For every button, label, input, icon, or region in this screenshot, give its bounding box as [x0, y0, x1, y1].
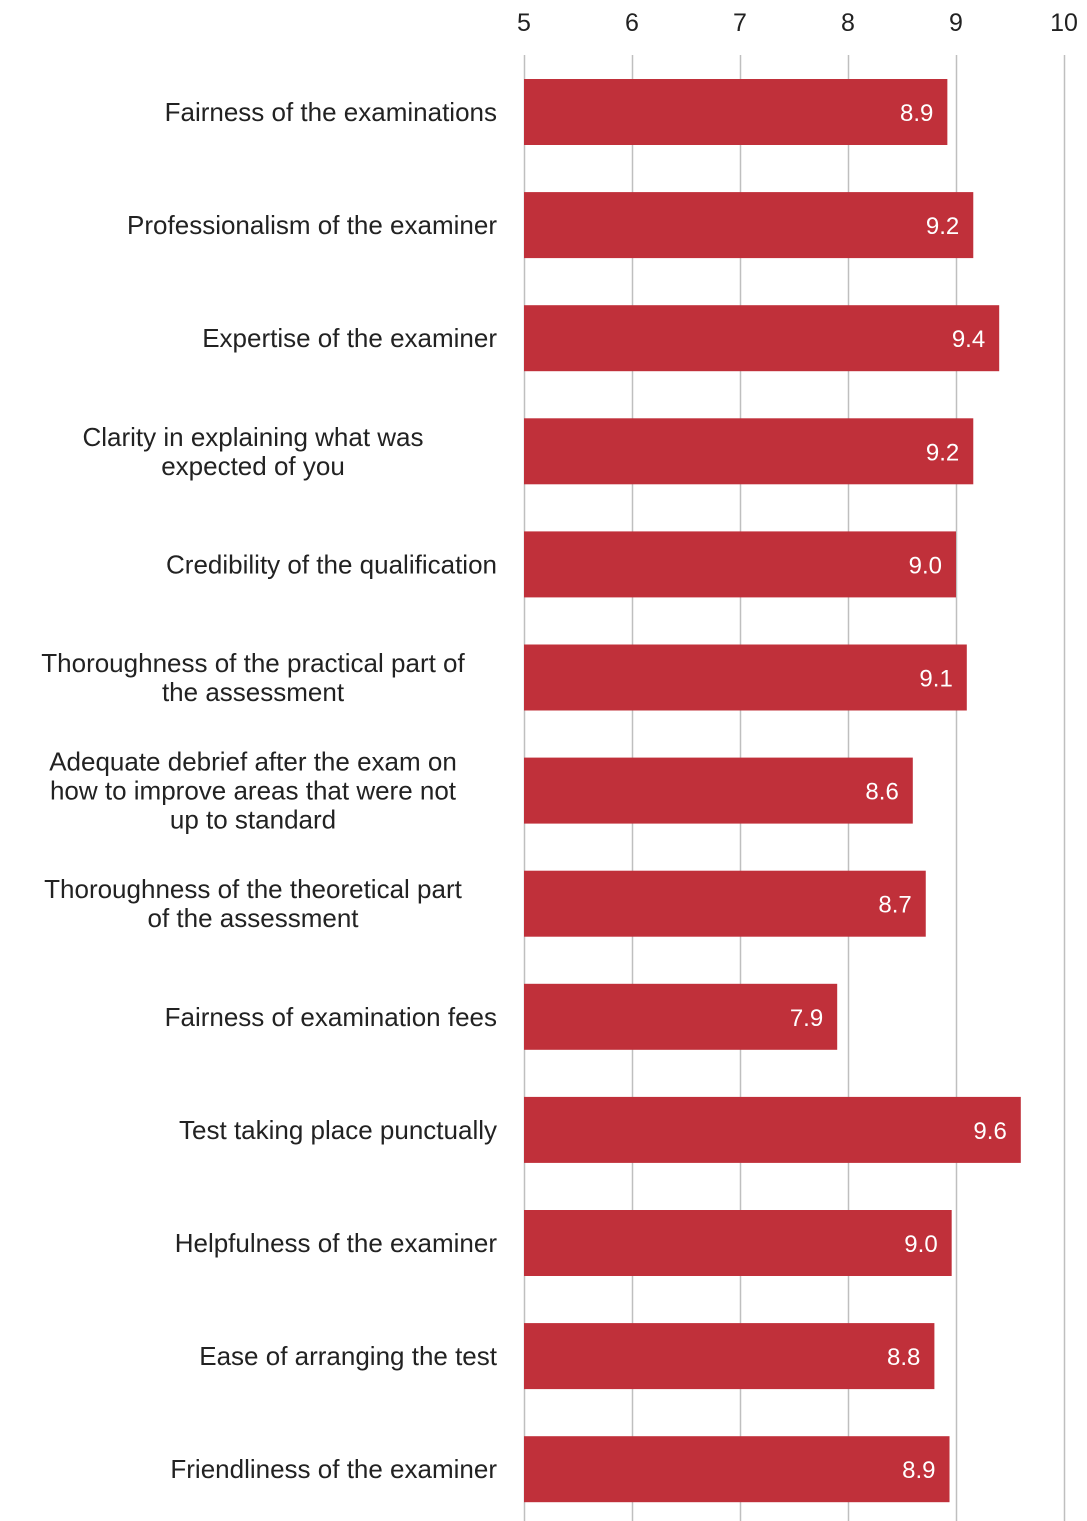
bar: [524, 531, 956, 598]
category-label-line: Clarity in explaining what was: [82, 422, 423, 452]
bar-value-label: 9.2: [926, 439, 959, 466]
category-label-line: Fairness of the examinations: [165, 97, 497, 127]
bar-value-label: 7.9: [790, 1005, 823, 1032]
category-label-line: Expertise of the examiner: [202, 323, 497, 353]
bar: [524, 1436, 950, 1503]
category-label: Friendliness of the examiner: [170, 1454, 497, 1484]
bar: [524, 1323, 935, 1390]
category-label: Adequate debrief after the exam on how to…: [49, 747, 457, 835]
bar: [524, 644, 967, 711]
bar-value-label: 9.1: [919, 666, 952, 693]
category-label-line: Adequate debrief after the exam on: [49, 747, 457, 777]
bar-value-label: 9.2: [926, 213, 959, 240]
bar-value-label: 9.4: [952, 326, 985, 353]
category-label-line: Test taking place punctually: [179, 1115, 497, 1145]
category-label: Helpfulness of the examiner: [175, 1228, 498, 1258]
bar: [524, 192, 974, 259]
bar-value-label: 9.0: [909, 552, 942, 579]
category-label-line: up to standard: [170, 805, 336, 835]
bar-value-label: 8.6: [865, 779, 898, 806]
category-label-line: how to improve areas that were not: [50, 776, 457, 806]
category-label: Ease of arranging the test: [199, 1341, 498, 1371]
category-label-line: Fairness of examination fees: [165, 1002, 497, 1032]
bar-value-label: 8.8: [887, 1344, 920, 1371]
bar: [524, 1096, 1021, 1163]
category-label: Thoroughness of the theoretical part of t…: [44, 874, 462, 933]
bar: [524, 870, 926, 937]
category-labels: Fairness of the examinations Professional…: [41, 97, 498, 1484]
category-label: Clarity in explaining what was expected o…: [82, 422, 423, 481]
category-label: Expertise of the examiner: [202, 323, 497, 353]
category-label: Professionalism of the examiner: [127, 210, 497, 240]
category-label: Thoroughness of the practical part of the…: [41, 648, 465, 707]
category-label: Fairness of the examinations: [165, 97, 497, 127]
bar: [524, 418, 974, 485]
x-axis-tick-labels: 5 6 7 8 9 10: [517, 9, 1078, 37]
bar-value-label: 8.9: [902, 1457, 935, 1484]
x-tick-label: 6: [625, 9, 639, 37]
category-label-line: Thoroughness of the practical part of: [41, 648, 465, 678]
category-label-line: expected of you: [161, 451, 345, 481]
x-tick-label: 8: [841, 9, 855, 37]
bar-value-label: 9.0: [904, 1231, 937, 1258]
bar: [524, 757, 913, 824]
x-tick-label: 7: [733, 9, 747, 37]
bar: [524, 983, 838, 1050]
bars: 8.9 9.2 9.4 9.2 9.0 9.1 8.6 8.7 7.9 9.6 9.0 8.8 8.9: [524, 79, 1021, 1503]
category-label-line: Thoroughness of the theoretical part: [44, 874, 462, 904]
category-label-line: Ease of arranging the test: [199, 1341, 498, 1371]
x-tick-label: 5: [517, 9, 531, 37]
x-tick-label: 10: [1050, 9, 1078, 37]
category-label: Credibility of the qualification: [166, 549, 497, 579]
x-tick-label: 9: [949, 9, 963, 37]
bar: [524, 305, 1000, 372]
bar-value-label: 9.6: [973, 1118, 1006, 1145]
bar: [524, 1210, 952, 1276]
category-label: Fairness of examination fees: [165, 1002, 497, 1032]
category-label-line: Friendliness of the examiner: [170, 1454, 497, 1484]
category-label-line: the assessment: [162, 677, 345, 707]
category-label-line: Helpfulness of the examiner: [175, 1228, 498, 1258]
category-label-line: Professionalism of the examiner: [127, 210, 497, 240]
category-label: Test taking place punctually: [179, 1115, 497, 1145]
bar: [524, 79, 948, 145]
category-label-line: of the assessment: [148, 903, 360, 933]
bar-value-label: 8.9: [900, 100, 933, 127]
category-label-line: Credibility of the qualification: [166, 549, 497, 579]
bar-value-label: 8.7: [878, 892, 911, 919]
